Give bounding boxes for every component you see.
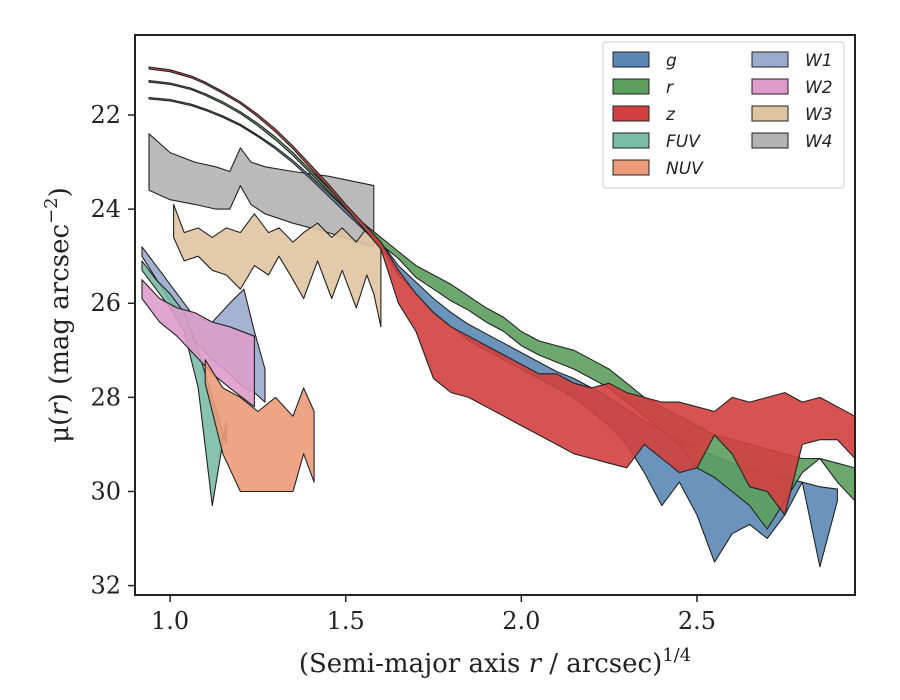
y-tick-label: 22	[90, 101, 121, 129]
x-axis-ticks: 1.0 1.5 2.0 2.5	[151, 595, 716, 635]
legend-label-w4: W4	[805, 132, 833, 152]
plot-frame	[134, 34, 856, 596]
legend-swatch-g	[612, 51, 650, 68]
legend-swatch-r	[612, 78, 650, 95]
legend-label-w3: W3	[805, 105, 833, 125]
legend-swatch-w2	[751, 78, 789, 95]
legend-swatch-nuv	[612, 159, 650, 176]
series-band-z	[148, 66, 855, 516]
legend: grz FUV NUV W1 W2 W3 W4	[602, 41, 845, 189]
legend-swatch-fuv	[612, 132, 650, 149]
legend-label-w2: W2	[805, 78, 833, 98]
y-tick-label: 30	[90, 477, 121, 505]
legend-swatch-z	[612, 105, 650, 122]
y-axis-label: μ(r) (mag arcsec−2)	[41, 187, 75, 443]
x-tick-label: 1.0	[151, 607, 189, 635]
y-tick-label: 24	[90, 195, 121, 223]
legend-label-nuv: NUV	[666, 159, 704, 179]
y-tick-label: 32	[90, 572, 121, 600]
series-band-nuv	[204, 359, 315, 493]
x-tick-label: 1.5	[327, 607, 365, 635]
legend-label-z: z	[665, 105, 676, 125]
y-tick-label: 26	[90, 289, 121, 317]
legend-label-w1: W1	[805, 51, 833, 71]
legend-swatch-w1	[751, 51, 789, 68]
y-axis-ticks: 22 24 26 28 30 32	[90, 101, 135, 600]
series-band-w2	[141, 279, 255, 408]
series-band-w3	[173, 203, 382, 328]
legend-label-g: g	[666, 51, 677, 71]
legend-label-fuv: FUV	[666, 132, 701, 152]
x-tick-label: 2.5	[678, 607, 716, 635]
legend-swatch-w4	[751, 132, 789, 149]
x-tick-label: 2.0	[502, 607, 540, 635]
legend-swatch-w3	[751, 105, 789, 122]
x-axis-label: (Semi-major axis r / arcsec)1/4	[299, 645, 691, 679]
y-tick-label: 28	[90, 383, 121, 411]
series-layer	[141, 66, 855, 568]
legend-label-r: r	[666, 78, 674, 98]
